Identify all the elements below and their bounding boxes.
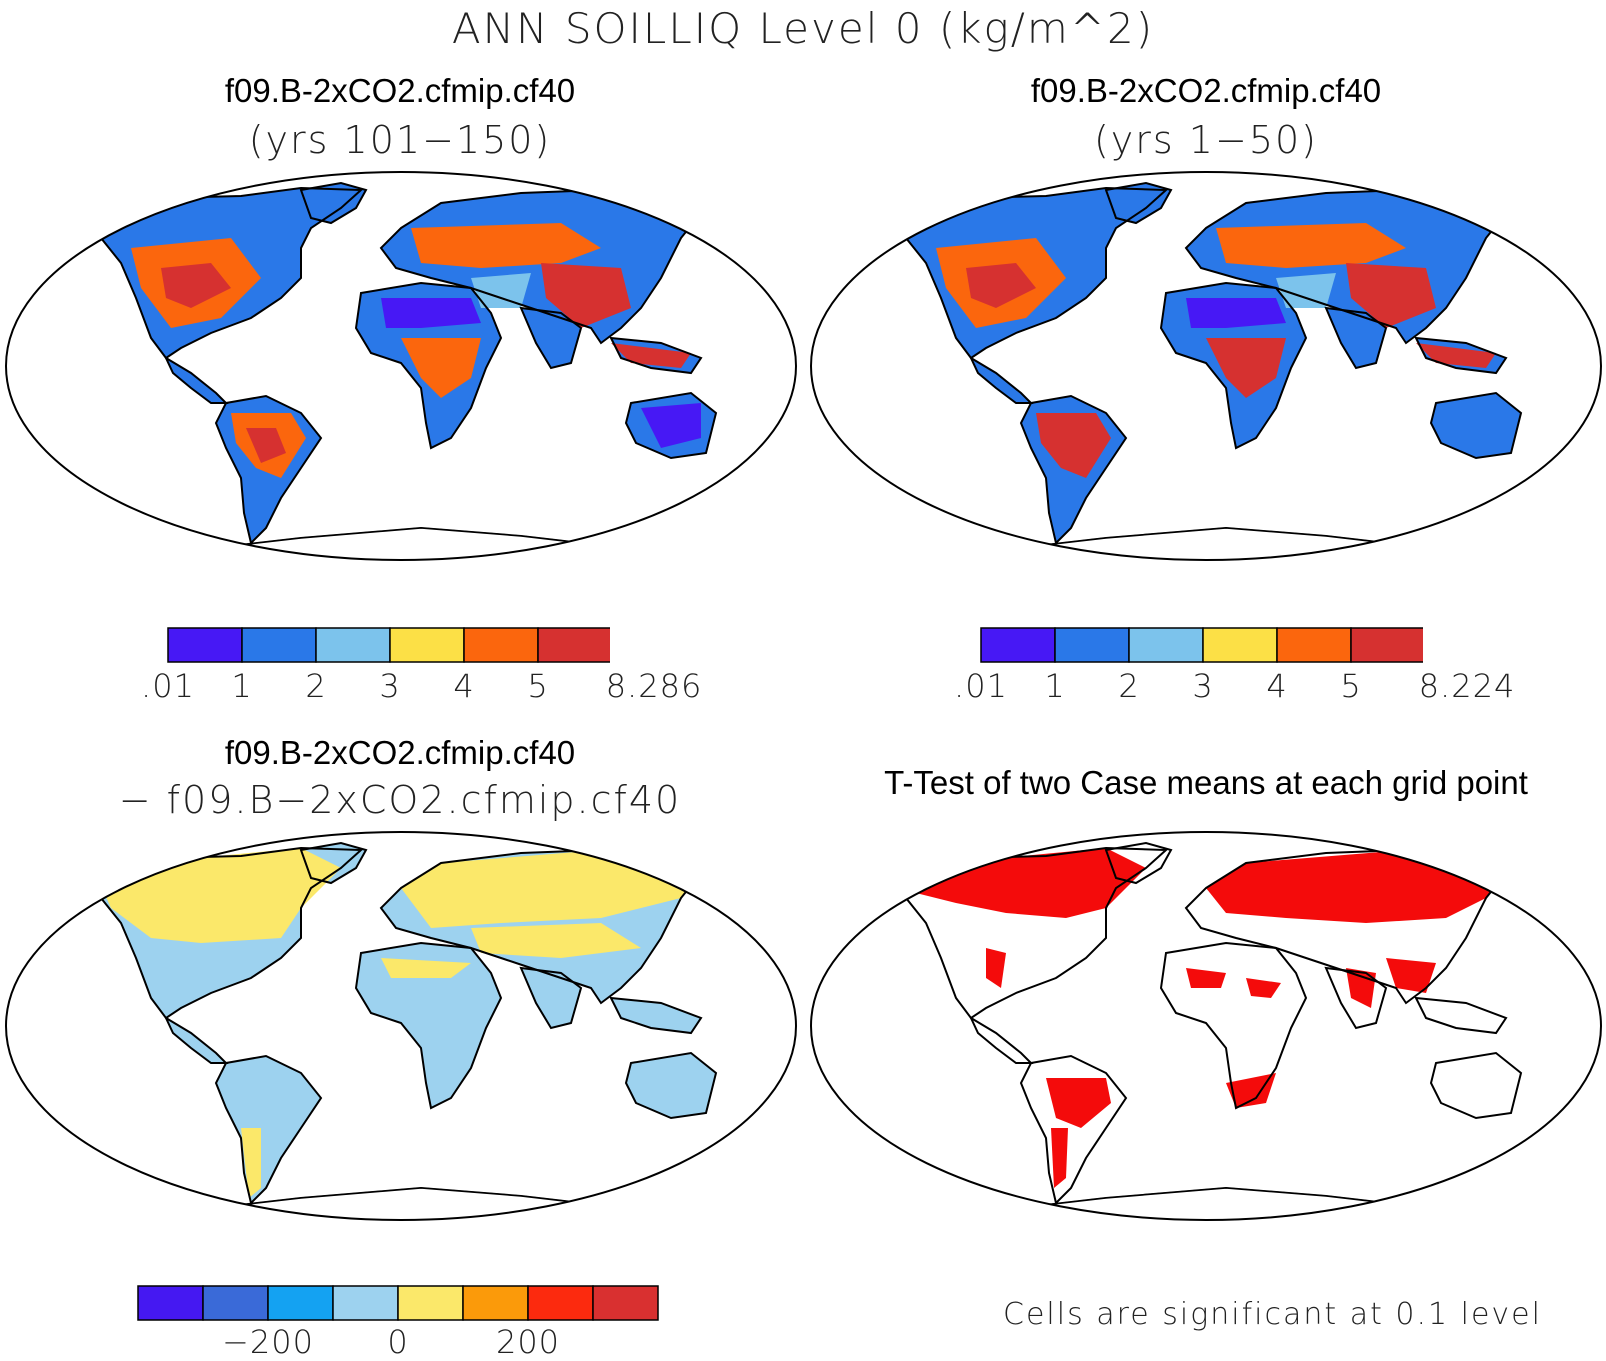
- colorbar-swatch: [1128, 627, 1204, 663]
- colorbar-tick-label: −200: [222, 1323, 314, 1361]
- colorbar-swatch: [592, 1285, 659, 1321]
- colorbar-swatch: [137, 1285, 204, 1321]
- panel-4-map: [810, 831, 1602, 1221]
- panel-4-title: T-Test of two Case means at each grid po…: [884, 764, 1528, 801]
- colorbar-tick-label: 3: [379, 667, 401, 705]
- colorbar-swatch: [1276, 627, 1352, 663]
- significance-note: Cells are significant at 0.1 level: [1003, 1297, 1542, 1332]
- colorbar-swatch: [315, 627, 391, 663]
- colorbar-swatch: [397, 1285, 464, 1321]
- colorbar-tick-label: .01: [954, 667, 1008, 705]
- colorbar-tick-label: 1: [231, 667, 253, 705]
- colorbar-tick-label: 8.224: [1418, 667, 1516, 705]
- main-title: ANN SOILLIQ Level 0 (kg/m^2): [451, 4, 1155, 53]
- panel-2-title: f09.B-2xCO2.cfmip.cf40: [1030, 72, 1382, 109]
- colorbar-swatch: [463, 627, 539, 663]
- panel-3-map: [5, 831, 797, 1221]
- colorbar-tick-label: 5: [527, 667, 549, 705]
- colorbar-swatch: [241, 627, 317, 663]
- colorbar-swatch: [1054, 627, 1130, 663]
- colorbar-tick-label: 5: [1340, 667, 1362, 705]
- colorbar-tick-label: .01: [141, 667, 195, 705]
- colorbar-tick-label: 4: [453, 667, 475, 705]
- colorbar-tick-label: 2: [1118, 667, 1140, 705]
- panel-1-title: f09.B-2xCO2.cfmip.cf40: [224, 72, 576, 109]
- panel-2-map: [810, 171, 1602, 561]
- panel-2-colorbar: [980, 627, 1423, 663]
- colorbar-swatch: [389, 627, 465, 663]
- panel-1-map: [5, 171, 797, 561]
- panel-3-title: f09.B-2xCO2.cfmip.cf40: [224, 734, 576, 771]
- colorbar-swatch: [167, 627, 243, 663]
- panel-1-subtitle: (yrs 101−150): [248, 118, 552, 162]
- colorbar-tick-label: 4: [1266, 667, 1288, 705]
- colorbar-swatch: [462, 1285, 529, 1321]
- colorbar-swatch: [1202, 627, 1278, 663]
- colorbar-tick-label: 1: [1044, 667, 1066, 705]
- colorbar-swatch: [980, 627, 1056, 663]
- colorbar-swatch: [267, 1285, 334, 1321]
- panel-2-subtitle: (yrs 1−50): [1093, 118, 1318, 162]
- panel-3-subtitle: − f09.B−2xCO2.cfmip.cf40: [118, 778, 682, 822]
- colorbar-swatch: [527, 1285, 594, 1321]
- colorbar-swatch: [332, 1285, 399, 1321]
- colorbar-swatch: [202, 1285, 269, 1321]
- colorbar-tick-label: 3: [1192, 667, 1214, 705]
- panel-3-colorbar: [137, 1285, 659, 1321]
- colorbar-tick-label: 2: [305, 667, 327, 705]
- colorbar-tick-label: 8.286: [605, 667, 703, 705]
- colorbar-swatch: [537, 627, 610, 663]
- colorbar-swatch: [1350, 627, 1423, 663]
- colorbar-tick-label: 0: [387, 1323, 409, 1361]
- panel-1-colorbar: [167, 627, 610, 663]
- colorbar-tick-label: 200: [495, 1323, 561, 1361]
